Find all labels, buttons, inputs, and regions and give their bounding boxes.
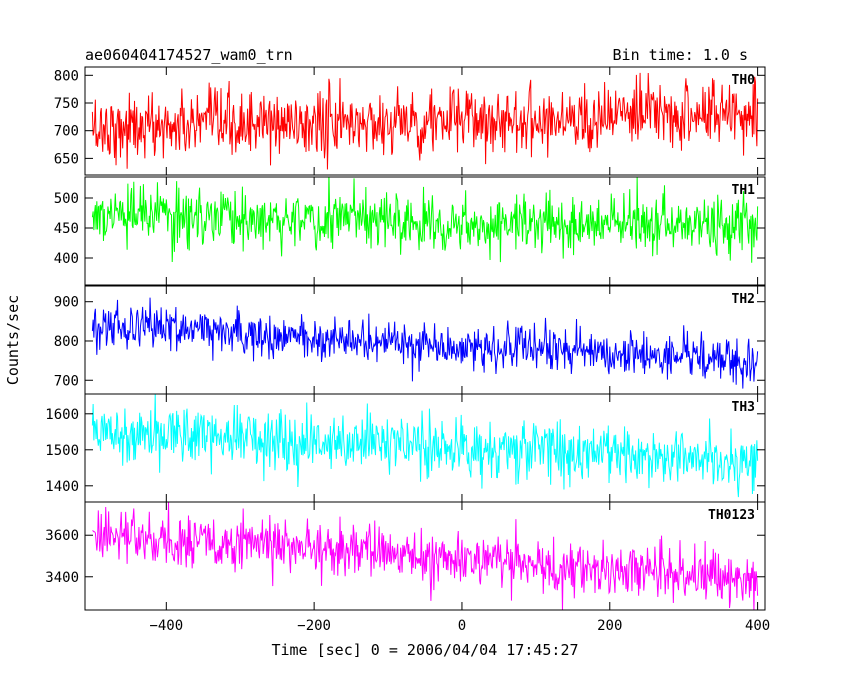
- x-tick-label: 400: [745, 618, 770, 634]
- panel-label-th0123: TH0123: [708, 508, 755, 523]
- panel-label-th2: TH2: [732, 292, 755, 307]
- y-tick-label-th0: 800: [54, 68, 79, 84]
- y-tick-label-th0123: 3600: [45, 528, 79, 544]
- x-axis-label: Time [sec] 0 = 2006/04/04 17:45:27: [271, 641, 578, 659]
- series-line-th1: [91, 177, 759, 263]
- panel-label-th0: TH0: [732, 73, 756, 88]
- x-tick-label: −400: [149, 618, 183, 634]
- y-tick-label-th0: 650: [54, 151, 79, 167]
- y-tick-label-th2: 800: [54, 334, 79, 350]
- panel-label-th3: TH3: [732, 400, 755, 415]
- panels-group: 650 700 750 800 TH0 400 450 500 TH1 700 800 900 TH2 1…: [45, 66, 770, 634]
- y-tick-label-th3: 1500: [45, 443, 79, 459]
- series-line-th3: [91, 394, 759, 498]
- y-tick-label-th1: 450: [54, 221, 79, 237]
- y-tick-label-th2: 700: [54, 373, 79, 389]
- x-tick-label: 0: [458, 618, 466, 634]
- y-tick-label-th1: 500: [54, 191, 79, 207]
- y-tick-label-th0: 750: [54, 96, 79, 112]
- y-tick-label-th2: 900: [54, 295, 79, 311]
- bin-time-label: Bin time: 1.0 s: [613, 46, 748, 64]
- x-tick-label: −200: [297, 618, 331, 634]
- y-tick-label-th0123: 3400: [45, 570, 79, 586]
- y-tick-label-th0: 700: [54, 124, 79, 140]
- panel-frame-th0123: [84, 501, 766, 611]
- panel-frame-th0: [84, 66, 766, 176]
- y-tick-label-th3: 1400: [45, 479, 79, 495]
- x-tick-label: 200: [597, 618, 622, 634]
- panel-frame-th1: [84, 176, 766, 286]
- panel-label-th1: TH1: [732, 183, 756, 198]
- series-line-th2: [91, 297, 759, 389]
- y-axis-label: Counts/sec: [4, 295, 22, 385]
- series-line-th0: [91, 72, 759, 170]
- chart-title: ae060404174527_wam0_trn: [85, 46, 293, 64]
- y-tick-label-th3: 1600: [45, 407, 79, 423]
- series-line-th0123: [92, 502, 759, 610]
- y-tick-label-th1: 400: [54, 251, 79, 267]
